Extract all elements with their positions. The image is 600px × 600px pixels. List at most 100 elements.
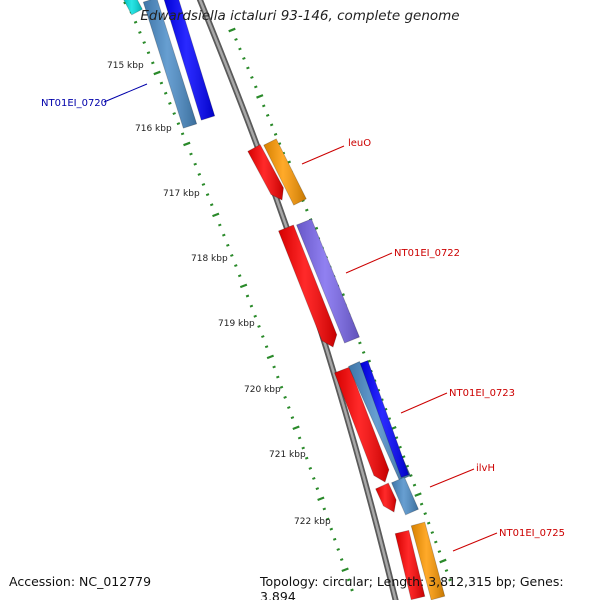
tick-label: 720 kbp bbox=[244, 385, 281, 395]
tick-mark bbox=[146, 51, 151, 55]
tick-mark bbox=[254, 85, 258, 89]
feature-label: leuO bbox=[348, 138, 371, 149]
tick-mark bbox=[205, 193, 210, 197]
tick-mark bbox=[142, 41, 146, 45]
genome-backbone bbox=[196, 0, 399, 600]
feature-leuo-orange-shade bbox=[263, 138, 307, 206]
tick-label: 715 kbp bbox=[107, 61, 144, 71]
tick-mark bbox=[218, 223, 222, 227]
tick-mark bbox=[398, 445, 402, 449]
tick-mark bbox=[138, 30, 142, 34]
tick-mark bbox=[322, 507, 327, 511]
label-connector bbox=[345, 252, 393, 274]
label-connector bbox=[400, 392, 448, 414]
tick-mark bbox=[350, 588, 354, 592]
tick-mark bbox=[292, 425, 300, 431]
tick-mark bbox=[238, 47, 242, 51]
tick-mark bbox=[222, 233, 226, 237]
tick-mark bbox=[133, 20, 138, 24]
tick-mark bbox=[153, 70, 161, 76]
tick-mark bbox=[426, 521, 431, 525]
tick-mark bbox=[168, 101, 172, 105]
genome-title: Edwardsiella ictaluri 93-146, complete g… bbox=[140, 8, 460, 24]
label-connector bbox=[301, 145, 345, 165]
tick-mark bbox=[172, 112, 176, 116]
tick-mark bbox=[301, 199, 305, 203]
tick-mark bbox=[361, 350, 366, 354]
tick-mark bbox=[301, 446, 305, 450]
tick-mark bbox=[237, 274, 242, 278]
tick-mark bbox=[329, 527, 334, 531]
feature-track bbox=[123, 0, 446, 600]
genome-stats-text: Topology: circular; Length: 3,812,315 bp… bbox=[260, 574, 564, 600]
tick-mark bbox=[261, 335, 265, 339]
tick-mark bbox=[176, 122, 181, 126]
feature-nt01ei-0725-red-shade bbox=[395, 530, 425, 600]
tick-mark bbox=[234, 264, 238, 268]
tick-label: 721 kbp bbox=[269, 450, 306, 460]
feature-cyan-shade bbox=[123, 0, 143, 15]
tick-mark bbox=[339, 558, 344, 562]
tick-mark bbox=[336, 547, 340, 551]
tick-mark bbox=[283, 395, 287, 399]
feature-nt01ei-0725-orange-shade bbox=[411, 522, 445, 600]
tick-mark bbox=[312, 476, 316, 480]
tick-mark bbox=[272, 365, 276, 369]
outer-tick-track bbox=[123, 0, 354, 592]
feature-labels: NT01EI_0720 leuO NT01EI_0722 NT01EI_0723ilv… bbox=[41, 98, 565, 539]
tick-mark bbox=[326, 517, 330, 521]
tick-mark bbox=[228, 27, 236, 33]
feature-label: NT01EI_0720 bbox=[41, 98, 107, 109]
feature-label: NT01EI_0725 bbox=[499, 528, 565, 539]
tick-mark bbox=[304, 456, 309, 460]
feature-label: NT01EI_0723 bbox=[449, 388, 515, 399]
tick-mark bbox=[297, 436, 302, 440]
tick-mark bbox=[434, 540, 438, 544]
tick-mark bbox=[315, 487, 320, 491]
tick-mark bbox=[266, 354, 274, 360]
tick-mark bbox=[242, 56, 246, 60]
feature-nt01ei-0722-red-shade bbox=[278, 225, 337, 347]
label-connector bbox=[452, 532, 498, 552]
tick-mark bbox=[412, 483, 417, 487]
tick-mark bbox=[159, 81, 164, 85]
tick-mark bbox=[273, 132, 278, 136]
tick-mark bbox=[317, 496, 325, 502]
tick-mark bbox=[257, 324, 261, 328]
tick-mark bbox=[358, 341, 362, 345]
feature-ilvh-steel-shade bbox=[391, 477, 419, 515]
tick-mark bbox=[414, 492, 422, 497]
tick-mark bbox=[230, 253, 234, 257]
tick-mark bbox=[401, 455, 406, 459]
tick-mark bbox=[264, 345, 269, 349]
feature-nt01ei-0723-red-shade bbox=[334, 367, 389, 482]
feature-nt01ei-0722-purple-shade bbox=[296, 218, 360, 344]
tick-mark bbox=[448, 578, 452, 582]
tick-mark bbox=[234, 37, 238, 41]
tick-mark bbox=[197, 172, 202, 176]
tick-mark bbox=[245, 294, 250, 298]
tick-mark bbox=[269, 123, 274, 127]
tick-mark bbox=[276, 375, 280, 379]
tick-mark bbox=[437, 550, 442, 554]
tick-mark bbox=[151, 61, 155, 65]
label-connectors bbox=[103, 83, 498, 552]
tick-mark bbox=[239, 283, 248, 289]
tick-mark bbox=[305, 208, 309, 212]
tick-mark bbox=[163, 91, 168, 95]
tick-label: 719 kbp bbox=[218, 319, 255, 329]
tick-mark bbox=[193, 162, 197, 166]
tick-mark bbox=[279, 385, 284, 389]
tick-mark bbox=[256, 94, 264, 99]
tick-label: 717 kbp bbox=[163, 189, 200, 199]
feature-nt01ei-0720-shade bbox=[143, 0, 197, 129]
tick-labels: 715 kbp 716 kbp 717 kbp 718 kbp 719 kbp 720 k… bbox=[107, 61, 331, 527]
tick-mark bbox=[246, 66, 250, 70]
tick-mark bbox=[183, 141, 191, 147]
tick-mark bbox=[201, 182, 206, 186]
tick-mark bbox=[430, 531, 435, 535]
tick-mark bbox=[212, 212, 220, 218]
tick-mark bbox=[444, 569, 449, 573]
tick-mark bbox=[419, 502, 424, 506]
